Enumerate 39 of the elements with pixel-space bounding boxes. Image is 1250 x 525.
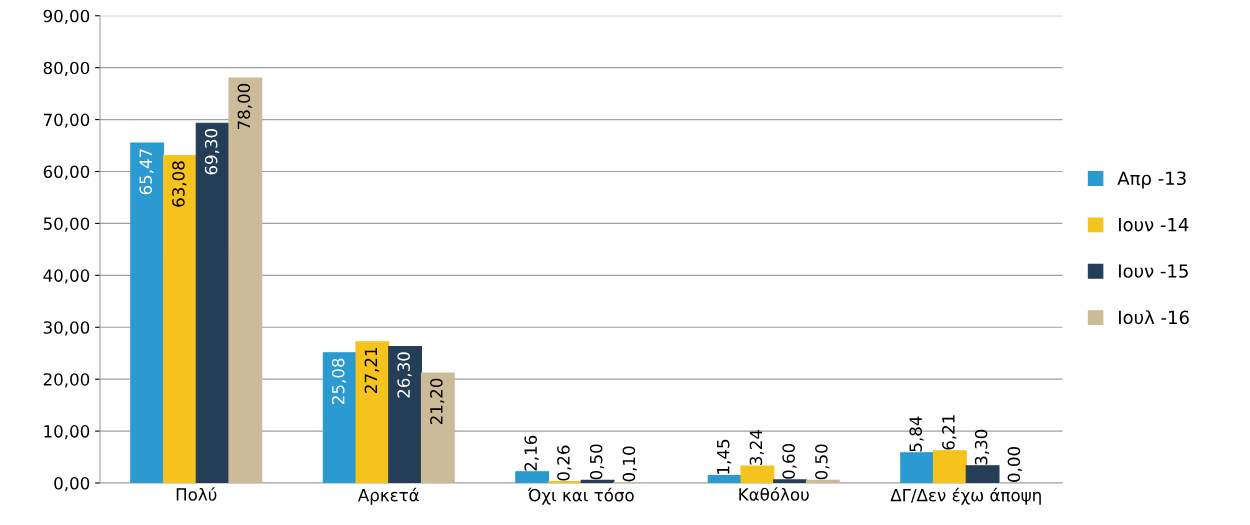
data-label: 5,84 bbox=[909, 416, 924, 452]
legend-label: Απρ -13 bbox=[1117, 171, 1186, 189]
x-tick-label: ΔΓ/Δεν έχω άποψη bbox=[890, 487, 1041, 505]
y-tick-label: 60,00 bbox=[43, 165, 90, 180]
y-tick-label: 10,00 bbox=[44, 425, 90, 440]
data-label: 26,30 bbox=[397, 352, 412, 398]
y-tick-label: 30,00 bbox=[43, 321, 90, 336]
data-label: 0,60 bbox=[782, 443, 797, 479]
data-label: 0,26 bbox=[557, 445, 572, 481]
data-label: 69,30 bbox=[204, 129, 220, 175]
y-tick-label: 0,00 bbox=[54, 476, 90, 492]
x-tick-label: Καθόλου bbox=[739, 487, 809, 501]
y-tick-label: 80,00 bbox=[43, 61, 90, 76]
legend-label: Ιουλ -16 bbox=[1119, 310, 1189, 325]
y-tick-label: 40,00 bbox=[43, 269, 90, 284]
data-label: 0,50 bbox=[815, 444, 830, 480]
y-tick-label: 70,00 bbox=[43, 113, 90, 128]
x-tick-label: Όχι και τόσο bbox=[527, 487, 634, 505]
x-tick-label: Πολύ bbox=[176, 487, 217, 501]
data-label: 3,24 bbox=[749, 430, 764, 465]
legend-label: Ιουν -15 bbox=[1119, 264, 1188, 278]
data-label: 27,21 bbox=[364, 347, 379, 393]
x-tick-label: Αρκετά bbox=[357, 487, 419, 505]
legend-label: Ιουν -14 bbox=[1119, 218, 1189, 232]
y-tick-label: 90,00 bbox=[43, 9, 90, 25]
data-label: 0,10 bbox=[622, 446, 637, 482]
data-label: 3,30 bbox=[974, 429, 990, 465]
data-label: 2,16 bbox=[524, 435, 539, 471]
data-label: 0,50 bbox=[589, 444, 605, 480]
data-label: 78,00 bbox=[237, 83, 252, 130]
data-label: 25,08 bbox=[331, 358, 347, 404]
data-label: 65,47 bbox=[139, 149, 154, 195]
y-tick-label: 20,00 bbox=[43, 373, 90, 388]
y-tick-label: 50,00 bbox=[43, 217, 90, 232]
data-label: 0,00 bbox=[1007, 447, 1022, 482]
data-label: 1,45 bbox=[717, 439, 732, 474]
data-label: 21,20 bbox=[430, 378, 445, 425]
data-label: 6,21 bbox=[942, 415, 957, 450]
data-label: 63,08 bbox=[172, 161, 187, 207]
